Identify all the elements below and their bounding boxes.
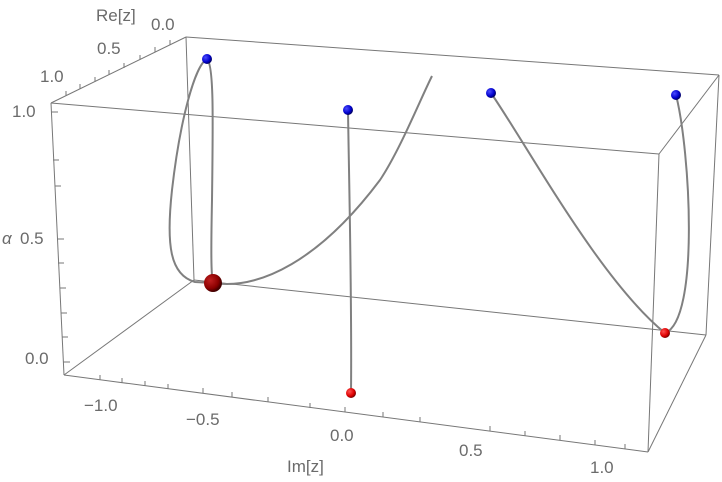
alpha-axis-title: α [2, 229, 12, 248]
trajectory-1b [206, 58, 214, 284]
start-marker [202, 54, 212, 64]
trajectory-3 [212, 75, 433, 285]
double-end-marker [204, 274, 222, 292]
re-tick-label: 0.5 [97, 39, 121, 58]
im-tick-label: 0.0 [330, 426, 354, 445]
start-marker [671, 90, 681, 100]
im-tick-label: −0.5 [186, 410, 220, 429]
alpha-tick-label: 1.0 [12, 102, 36, 121]
trajectory-4 [490, 92, 666, 334]
trajectory-5 [664, 94, 690, 334]
trajectories [168, 58, 690, 394]
im-axis-title: Im[z] [287, 457, 324, 476]
im-tick-label: 1.0 [590, 458, 614, 477]
end-marker [660, 328, 670, 338]
re-tick-label: 0.0 [151, 15, 175, 34]
trajectory-2 [347, 109, 353, 394]
alpha-tick-label: 0.5 [20, 229, 44, 248]
alpha-tick-label: 0.0 [25, 349, 49, 368]
trajectory-1 [168, 58, 214, 284]
bounding-box [50, 36, 720, 453]
axis-ticks [51, 40, 626, 449]
im-tick-label: −1.0 [84, 396, 118, 415]
im-tick-label: 0.5 [459, 441, 483, 460]
re-tick-label: 1.0 [40, 67, 64, 86]
markers [202, 54, 681, 398]
start-marker [486, 88, 496, 98]
re-axis-title: Re[z] [96, 6, 136, 25]
start-marker [343, 105, 353, 115]
end-marker [346, 388, 356, 398]
